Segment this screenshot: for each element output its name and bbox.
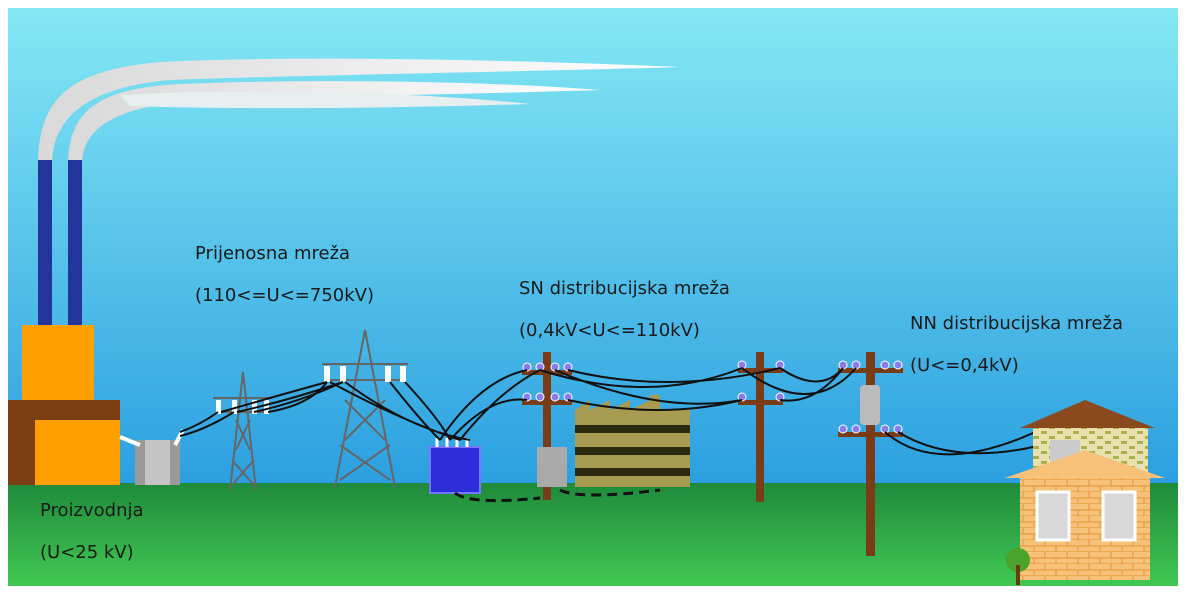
houses (1005, 400, 1165, 585)
section-voltage: (U<25 kV) (40, 542, 134, 563)
section-voltage: (U<=0,4kV) (910, 355, 1019, 376)
small-transformer (537, 447, 567, 487)
pole-transformer (860, 385, 880, 425)
section-voltage: (110<=U<=750kV) (195, 285, 374, 306)
substation-transformer (430, 438, 480, 493)
section-title: NN distribucijska mreža (910, 313, 1123, 334)
page: {"sections":[ {"title":"Proizvodnja","vo… (0, 0, 1186, 593)
ground (8, 483, 1178, 586)
section-voltage: (0,4kV<U<=110kV) (519, 320, 700, 341)
section-title: SN distribucijska mreža (519, 278, 730, 299)
section-title: Prijenosna mreža (195, 243, 350, 264)
power-grid-diagram: Proizvodnja (U<25 kV) Prijenosna mreža (… (0, 0, 1186, 593)
section-title: Proizvodnja (40, 500, 144, 521)
